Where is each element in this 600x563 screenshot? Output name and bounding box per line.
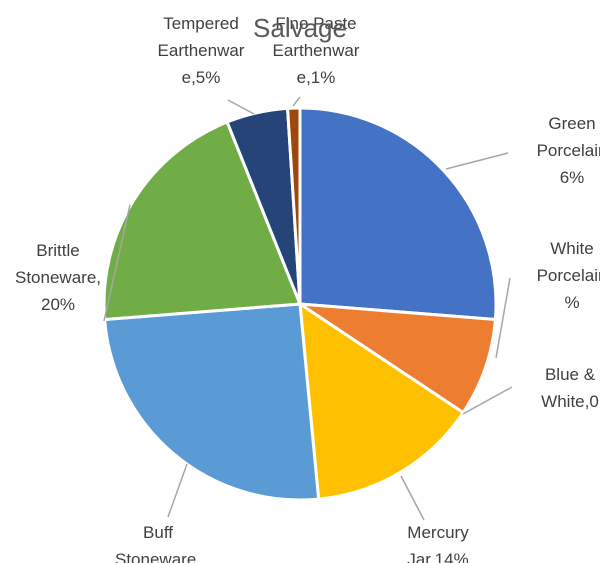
leader-lines (103, 96, 513, 521)
leader-line-buff-stoneware (167, 463, 188, 518)
data-label-line: Blue & (545, 365, 596, 384)
data-label-green-porcelain: Green Porcelain 6% (537, 114, 600, 187)
data-label-line: e,1% (297, 68, 336, 87)
pie-slices (102, 106, 498, 502)
chart-title: Salvage (253, 13, 347, 43)
pie-slice-fine-paste-earthenware (285, 106, 302, 305)
pie-slice-mercury-jar (298, 301, 466, 501)
data-label-line: Earthenwar (273, 41, 360, 60)
data-label-line: Stoneware, (15, 268, 101, 287)
data-label-brittle-stoneware: Brittle Stoneware, 20% (15, 241, 101, 314)
data-label-line: Earthenwar (158, 41, 245, 60)
data-label-line: Porcelain (537, 266, 600, 285)
data-label-buff-stoneware: Buff Stoneware, (115, 523, 201, 563)
data-label-line: Stoneware, (115, 550, 201, 563)
leader-line-fine-paste-earthenware (292, 96, 301, 107)
data-label-line: Fine Paste (275, 14, 356, 33)
data-label-mercury-jar: Mercury Jar,14% (407, 523, 469, 563)
data-labels: Green Porcelain 6% White Porcelain% Blue & Whi… (15, 14, 600, 563)
leader-line-white-porcelain (495, 277, 511, 359)
data-label-line: Green (548, 114, 595, 133)
pie-slice-white-porcelain (294, 302, 497, 415)
data-label-white-porcelain: White Porcelain% (537, 239, 600, 312)
data-label-line: Brittle (36, 241, 79, 260)
data-label-line: White,0 (541, 392, 599, 411)
data-label-line: Jar,14% (407, 550, 468, 563)
pie-slice-brittle-stoneware (102, 120, 303, 322)
leader-line-blue-white (462, 386, 513, 415)
data-label-fine-paste-earthenware: Fine Paste Earthenwar e,1% (273, 14, 360, 87)
data-label-line: e,5% (182, 68, 221, 87)
data-label-line: Tempered (163, 14, 239, 33)
data-label-tempered-earthenware: Tempered Earthenwar e,5% (158, 14, 245, 87)
data-label-line: 20% (41, 295, 75, 314)
data-label-line: 6% (560, 168, 585, 187)
leader-line-brittle-stoneware (103, 204, 131, 322)
leader-line-green-porcelain (445, 152, 509, 170)
pie-slice-buff-stoneware (103, 302, 321, 502)
data-label-line: % (564, 293, 579, 312)
pie-slice-green-porcelain (298, 106, 498, 322)
data-label-line: Porcelain (537, 141, 600, 160)
leader-line-mercury-jar (400, 475, 425, 521)
data-label-line: Mercury (407, 523, 469, 542)
data-label-blue-white: Blue & White,0 (541, 365, 599, 411)
leader-line-tempered-earthenware (227, 99, 255, 115)
data-label-line: Buff (143, 523, 173, 542)
data-label-line: White (550, 239, 593, 258)
